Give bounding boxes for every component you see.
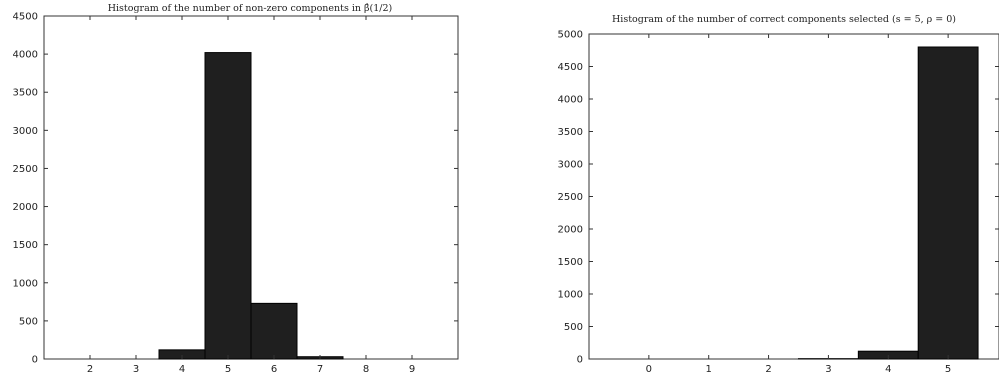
x-tick-label: 3 [825, 364, 831, 375]
y-tick-label: 1500 [558, 257, 583, 268]
chart-title: Histogram of the number of correct compo… [612, 14, 956, 25]
y-tick-label: 1000 [558, 290, 583, 301]
y-tick-label: 3500 [558, 127, 583, 138]
x-tick-label: 5 [945, 364, 951, 375]
y-tick-label: 5000 [558, 30, 583, 41]
y-tick-label: 2000 [558, 225, 583, 236]
x-tick-label: 2 [765, 364, 771, 375]
y-tick-label: 0 [577, 355, 583, 366]
x-tick-label: 0 [646, 364, 652, 375]
y-tick-label: 4500 [558, 62, 583, 73]
y-tick-label: 500 [564, 322, 583, 333]
x-tick-label: 1 [706, 364, 712, 375]
bar-5 [918, 47, 978, 359]
y-tick-label: 2500 [558, 192, 583, 203]
y-tick-label: 4000 [558, 95, 583, 106]
y-tick-label: 3000 [558, 160, 583, 171]
x-tick-label: 4 [885, 364, 891, 375]
